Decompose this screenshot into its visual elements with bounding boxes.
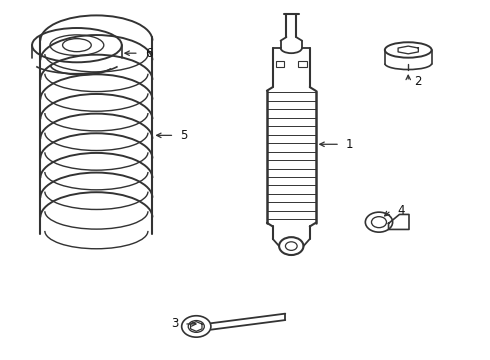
Text: 1: 1 — [346, 138, 353, 151]
Bar — [276, 61, 285, 67]
Text: 4: 4 — [397, 204, 405, 217]
Text: 2: 2 — [415, 75, 422, 88]
Text: 6: 6 — [145, 47, 152, 60]
Text: 5: 5 — [180, 129, 188, 142]
Text: 3: 3 — [171, 318, 178, 330]
Bar — [298, 61, 307, 67]
